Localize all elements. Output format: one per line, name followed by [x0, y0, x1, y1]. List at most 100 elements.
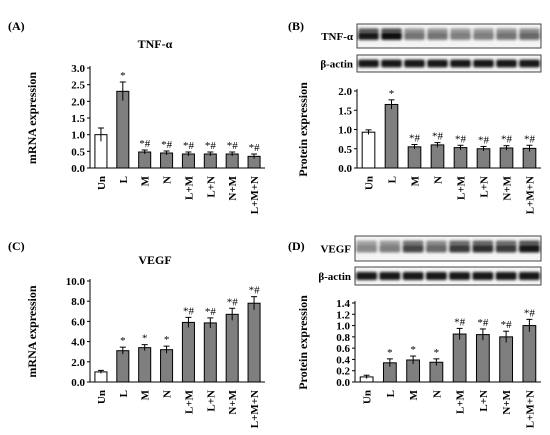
bar	[138, 151, 152, 169]
significance-label: *	[120, 335, 126, 347]
y-tick-label: 0.6	[336, 343, 350, 355]
significance-label: *	[389, 88, 395, 100]
blot-band	[495, 240, 517, 245]
y-tick-label: 1.5	[71, 113, 85, 125]
x-tick-label: M	[408, 389, 420, 400]
x-tick-label: Un	[96, 176, 108, 190]
bar	[138, 347, 152, 383]
y-tick-label: 0.2	[336, 366, 350, 378]
x-tick-label: L+N	[205, 390, 217, 412]
blot-band	[450, 28, 471, 33]
blot-band	[358, 28, 379, 33]
y-tick-label: 3.0	[71, 63, 85, 75]
bar	[181, 153, 195, 169]
blot-strip: VEGF	[320, 235, 542, 262]
blot-band	[518, 271, 540, 281]
x-tick-label: L+N	[479, 176, 491, 198]
blot-band	[379, 240, 401, 245]
blot-band	[427, 59, 448, 68]
y-tick-label: 0.0	[71, 377, 85, 389]
bar	[181, 321, 195, 383]
x-tick-label: L	[118, 390, 130, 397]
blot-band	[472, 240, 494, 245]
bar	[452, 333, 467, 383]
x-tick-label: L+N	[205, 176, 217, 198]
blot-band	[472, 244, 494, 253]
x-tick-label: N+M	[501, 389, 513, 414]
x-tick-label: N+M	[227, 175, 239, 200]
significance-label: *#	[249, 142, 261, 154]
significance-label: *#	[524, 133, 536, 145]
blot-band	[495, 244, 517, 253]
blot-band	[425, 271, 447, 281]
y-axis-label: mRNA expression	[25, 285, 39, 377]
x-tick-label: Un	[362, 390, 374, 404]
significance-label: *#	[139, 138, 151, 150]
significance-label: *#	[205, 306, 217, 318]
blot-band	[472, 271, 494, 281]
significance-label: *#	[161, 139, 173, 151]
x-tick-label: L+M+N	[525, 176, 537, 214]
y-tick-label: 6.0	[71, 316, 85, 328]
blot-band	[404, 28, 425, 33]
chart-panel-4: (D) VEGF β-actin 0.00.20.40.60.81.01.21.4 Pr…	[288, 235, 542, 428]
bar	[499, 336, 514, 383]
significance-label: *#	[454, 316, 466, 328]
bar	[384, 103, 399, 169]
x-tick-label: N+M	[502, 175, 514, 200]
significance-label: *#	[249, 285, 261, 297]
y-tick-label: 0.5	[71, 146, 85, 158]
blot-strip: β-actin	[318, 266, 542, 286]
y-tick-label: 0.0	[338, 163, 352, 175]
x-tick-label: N	[162, 176, 174, 184]
x-tick-label: M	[140, 389, 152, 400]
x-tick-label: L+M+N	[524, 390, 536, 428]
bar	[225, 313, 239, 383]
x-tick-label: N	[162, 390, 174, 398]
panel-label: (C)	[8, 239, 25, 253]
chart-title: TNF-α	[138, 37, 173, 51]
blot-band	[404, 59, 425, 68]
y-tick-label: 1.0	[338, 125, 352, 137]
blot-band	[381, 28, 402, 33]
x-tick-label: N+M	[227, 389, 239, 414]
x-tick-label: L+M	[183, 175, 195, 200]
blot-band	[473, 32, 494, 40]
chart-title: VEGF	[138, 253, 171, 267]
blot-band	[404, 32, 425, 40]
bar	[453, 147, 468, 169]
significance-label: *#	[501, 319, 513, 331]
significance-label: *#	[524, 307, 536, 319]
bar	[430, 144, 445, 169]
y-tick-label: 8.0	[71, 296, 85, 308]
bar	[247, 302, 261, 383]
blot-band	[358, 59, 379, 68]
y-tick-label: 0.0	[336, 377, 350, 389]
x-tick-label: L+M+N	[249, 390, 261, 428]
blot-band	[473, 59, 494, 68]
blot-band	[425, 240, 447, 245]
blot-band	[449, 271, 471, 281]
bar	[203, 322, 217, 383]
y-tick-label: 1.4	[336, 298, 350, 310]
x-tick-label: Un	[364, 176, 376, 190]
y-tick-label: 4.0	[71, 337, 85, 349]
significance-label: *	[387, 347, 393, 359]
blot-band	[402, 240, 424, 245]
x-tick-label: L	[385, 390, 397, 397]
blot-band	[381, 59, 402, 68]
blot-strip: TNF-α	[321, 23, 542, 49]
x-tick-label: L+N	[478, 390, 490, 412]
blot-label: TNF-α	[321, 31, 354, 43]
y-tick-label: 0.8	[336, 332, 350, 344]
blot-band	[379, 271, 401, 281]
blot-band	[402, 271, 424, 281]
bar	[225, 153, 239, 169]
chart-panel-3: (C) VEGF 0.0 2.0 4.0 6.0 8.0 10.0 mRNA expressio…	[8, 239, 265, 428]
blot-band	[381, 32, 402, 40]
blot-band	[496, 28, 517, 33]
blot-band	[519, 28, 540, 33]
y-axis-label: mRNA expression	[25, 72, 39, 164]
blot-band	[519, 59, 540, 68]
